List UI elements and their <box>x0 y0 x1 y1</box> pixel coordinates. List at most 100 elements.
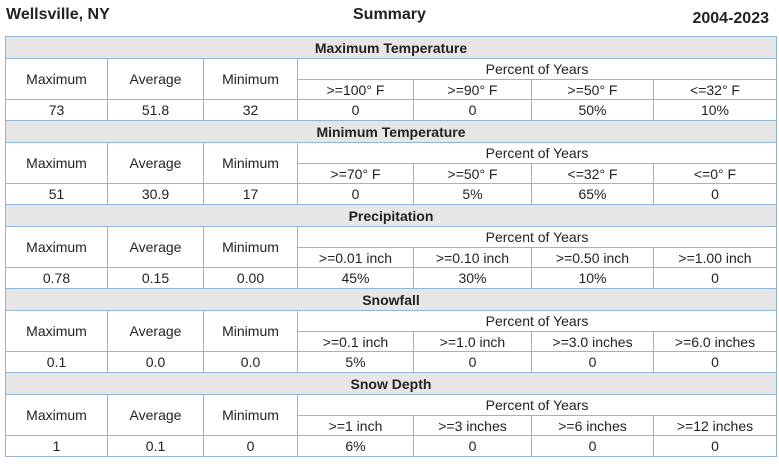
value-row: 51 30.9 17 0 5% 65% 0 <box>5 183 777 205</box>
percent-value: 0 <box>413 351 532 373</box>
section-header-row: Precipitation <box>5 204 777 227</box>
percent-value: 30% <box>413 267 532 289</box>
percent-value: 0 <box>297 183 414 205</box>
stat-label: Maximum <box>5 394 108 436</box>
value-row: 0.1 0.0 0.0 5% 0 0 0 <box>5 351 777 373</box>
percent-value: 0 <box>297 99 414 121</box>
percent-value: 0 <box>653 435 777 457</box>
section-header-row: Snowfall <box>5 288 777 311</box>
threshold-row: >=0.1 inch >=1.0 inch >=3.0 inches >=6.0 in… <box>6 331 777 352</box>
header-row: Maximum Average Minimum Percent of Years <box>5 58 777 100</box>
stat-value: 0.0 <box>203 351 298 373</box>
stat-value: 0.1 <box>107 435 204 457</box>
threshold-label: >=100° F <box>297 79 414 100</box>
percent-of-years-label: Percent of Years <box>297 142 777 164</box>
percent-value: 5% <box>413 183 532 205</box>
stat-label: Average <box>107 310 204 352</box>
threshold-label: >=12 inches <box>653 415 777 436</box>
year-range: 2004-2023 <box>692 10 769 27</box>
percent-value: 0 <box>653 351 777 373</box>
percent-of-years-label: Percent of Years <box>297 394 777 416</box>
stat-value: 0.0 <box>107 351 204 373</box>
stat-value: 0 <box>203 435 298 457</box>
threshold-label: >=3.0 inches <box>531 331 654 352</box>
header-row: Maximum Average Minimum Percent of Years <box>5 226 777 268</box>
percent-of-years-label: Percent of Years <box>297 226 777 248</box>
section-header-row: Maximum Temperature <box>5 36 777 59</box>
threshold-label: >=70° F <box>297 163 414 184</box>
threshold-label: <=32° F <box>531 163 654 184</box>
percent-value: 5% <box>297 351 414 373</box>
stat-label: Average <box>107 142 204 184</box>
threshold-row: >=1 inch >=3 inches >=6 inches >=12 inches <box>6 415 777 436</box>
threshold-label: >=0.50 inch <box>531 247 654 268</box>
stat-value: 17 <box>203 183 298 205</box>
percent-of-years-label: Percent of Years <box>297 58 777 80</box>
stat-label: Maximum <box>5 58 108 100</box>
summary-header: Wellsville, NY Summary 2004-2023 <box>0 0 779 36</box>
threshold-label: >=50° F <box>413 163 532 184</box>
stat-value: 0.15 <box>107 267 204 289</box>
percent-value: 0 <box>413 435 532 457</box>
page-title: Summary <box>353 6 426 23</box>
threshold-label: >=1.00 inch <box>653 247 777 268</box>
percent-value: 0 <box>653 183 777 205</box>
value-row: 1 0.1 0 6% 0 0 0 <box>5 435 777 457</box>
threshold-label: >=90° F <box>413 79 532 100</box>
stat-value: 0.1 <box>5 351 108 373</box>
stat-label: Average <box>107 394 204 436</box>
stat-value: 32 <box>203 99 298 121</box>
stat-value: 0.00 <box>203 267 298 289</box>
stat-label: Minimum <box>203 226 298 268</box>
stat-label: Maximum <box>5 142 108 184</box>
section-title: Minimum Temperature <box>5 120 777 143</box>
threshold-label: >=1 inch <box>297 415 414 436</box>
percent-of-years-label: Percent of Years <box>297 310 777 332</box>
percent-value: 10% <box>653 99 777 121</box>
stat-label: Average <box>107 226 204 268</box>
threshold-label: <=32° F <box>653 79 777 100</box>
location-label: Wellsville, NY <box>6 6 110 23</box>
section-header-row: Minimum Temperature <box>5 120 777 143</box>
threshold-label: >=0.01 inch <box>297 247 414 268</box>
stat-label: Minimum <box>203 310 298 352</box>
threshold-label: >=6 inches <box>531 415 654 436</box>
header-row: Maximum Average Minimum Percent of Years <box>5 142 777 184</box>
threshold-label: >=1.0 inch <box>413 331 532 352</box>
percent-value: 6% <box>297 435 414 457</box>
stat-value: 73 <box>5 99 108 121</box>
percent-value: 65% <box>531 183 654 205</box>
threshold-label: <=0° F <box>653 163 777 184</box>
percent-value: 10% <box>531 267 654 289</box>
header-row: Maximum Average Minimum Percent of Years <box>5 394 777 436</box>
value-row: 73 51.8 32 0 0 50% 10% <box>5 99 777 121</box>
threshold-label: >=6.0 inches <box>653 331 777 352</box>
stat-label: Maximum <box>5 310 108 352</box>
header-row: Maximum Average Minimum Percent of Years <box>5 310 777 352</box>
section-title: Snowfall <box>5 288 777 311</box>
threshold-label: >=3 inches <box>413 415 532 436</box>
threshold-label: >=0.1 inch <box>297 331 414 352</box>
climate-summary-table: Maximum Temperature Maximum Average Minimum… <box>5 36 777 457</box>
stat-label: Minimum <box>203 142 298 184</box>
stat-label: Maximum <box>5 226 108 268</box>
value-row: 0.78 0.15 0.00 45% 30% 10% 0 <box>5 267 777 289</box>
percent-value: 0 <box>531 351 654 373</box>
stat-value: 51.8 <box>107 99 204 121</box>
stat-value: 51 <box>5 183 108 205</box>
section-title: Maximum Temperature <box>5 36 777 59</box>
stat-value: 0.78 <box>5 267 108 289</box>
percent-value: 0 <box>653 267 777 289</box>
threshold-label: >=0.10 inch <box>413 247 532 268</box>
stat-value: 1 <box>5 435 108 457</box>
stat-label: Average <box>107 58 204 100</box>
threshold-row: >=0.01 inch >=0.10 inch >=0.50 inch >=1.00 … <box>6 247 777 268</box>
percent-value: 0 <box>531 435 654 457</box>
section-title: Snow Depth <box>5 372 777 395</box>
section-title: Precipitation <box>5 204 777 227</box>
percent-value: 50% <box>531 99 654 121</box>
percent-value: 45% <box>297 267 414 289</box>
stat-label: Minimum <box>203 394 298 436</box>
section-header-row: Snow Depth <box>5 372 777 395</box>
stat-label: Minimum <box>203 58 298 100</box>
